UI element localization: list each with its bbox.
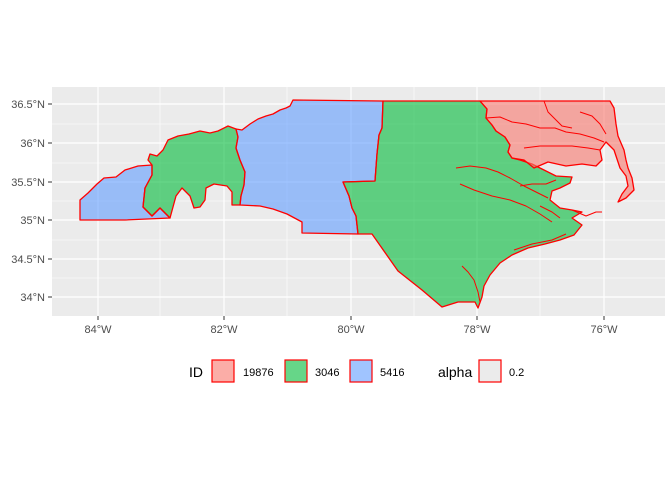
coast-inner-11 [571, 209, 602, 217]
y-tick-label: 35.5°N [11, 177, 45, 189]
legend-title-id: ID [189, 364, 203, 380]
coast-inner-4 [523, 145, 601, 151]
y-tick-label: 34.5°N [11, 254, 45, 266]
legend-key-alpha [478, 359, 502, 383]
legend-label-19876: 19876 [243, 367, 274, 379]
x-tick-label: 76°W [590, 324, 618, 336]
legend-label-3046: 3046 [315, 367, 339, 379]
legend-key-19876 [211, 359, 235, 383]
y-tick-label: 35°N [20, 215, 45, 227]
legend-key-5416 [349, 359, 373, 383]
coast-inner-7 [519, 179, 557, 187]
y-tick-label: 34°N [20, 292, 45, 304]
legend-key-3046 [284, 359, 308, 383]
coastline-details [455, 100, 607, 303]
legend-title-alpha: alpha [438, 364, 472, 380]
x-tick-label: 80°W [337, 324, 365, 336]
y-tick-label: 36.5°N [11, 99, 45, 111]
coast-inner-2 [543, 100, 573, 129]
coast-inner-6 [459, 183, 553, 223]
coast-inner-1 [485, 116, 605, 143]
x-tick-label: 82°W [210, 324, 238, 336]
coast-inner-5 [455, 165, 549, 199]
axis-ticks [48, 103, 605, 320]
y-tick-label: 36°N [20, 138, 45, 150]
legend-label-5416: 5416 [380, 367, 404, 379]
coast-inner-9 [513, 233, 567, 251]
coast-inner-3 [579, 111, 607, 135]
x-tick-label: 84°W [84, 324, 112, 336]
map-regions [79, 99, 635, 309]
x-tick-label: 78°W [463, 324, 491, 336]
region-19876 [479, 100, 635, 203]
coast-inner-10 [461, 265, 481, 303]
legend-label-alpha: 0.2 [509, 367, 524, 379]
legend: ID 19876 3046 5416 alpha 0.2 [189, 359, 524, 383]
coast-inner-8 [539, 205, 561, 219]
